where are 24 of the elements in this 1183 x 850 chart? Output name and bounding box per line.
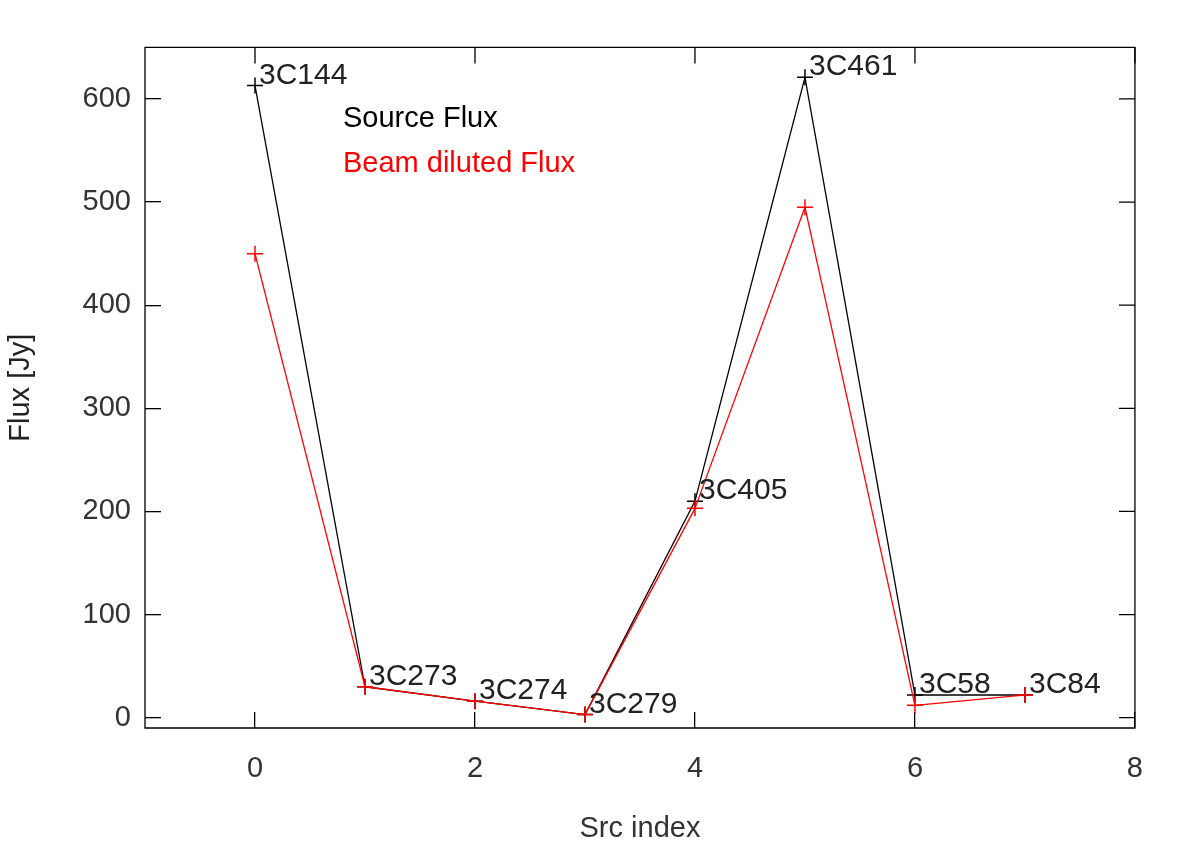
annotation: 3C273 [368,657,458,691]
y-tick-label: 200 [82,493,131,526]
y-tick-label: 0 [114,699,131,732]
x-tick-label: 2 [466,751,484,784]
x-tick-label: 0 [246,751,264,784]
annotation: 3C58 [918,666,991,699]
annotation: 3C84 [1028,666,1101,699]
text: Beam diluted Flux [342,146,576,179]
y-tick-label: 100 [82,596,131,629]
y-axis-title: Flux [Jy] [3,333,36,442]
x-axis-title: Src index [579,810,701,843]
annotation: 3C144 [258,56,348,90]
annotation: 3C405 [698,472,788,506]
x-tick-label: 8 [1126,751,1144,784]
annotation: 3C274 [478,672,568,706]
y-tick-label: 500 [82,184,131,217]
annotation: 3C279 [588,685,678,719]
y-tick-label: 300 [82,390,131,423]
text: Source Flux [342,101,499,134]
x-tick-label: 6 [906,751,924,784]
annotation: 3C461 [808,48,898,82]
x-tick-label: 4 [686,751,704,784]
y-tick-label: 400 [82,287,131,320]
y-tick-label: 600 [82,80,131,113]
